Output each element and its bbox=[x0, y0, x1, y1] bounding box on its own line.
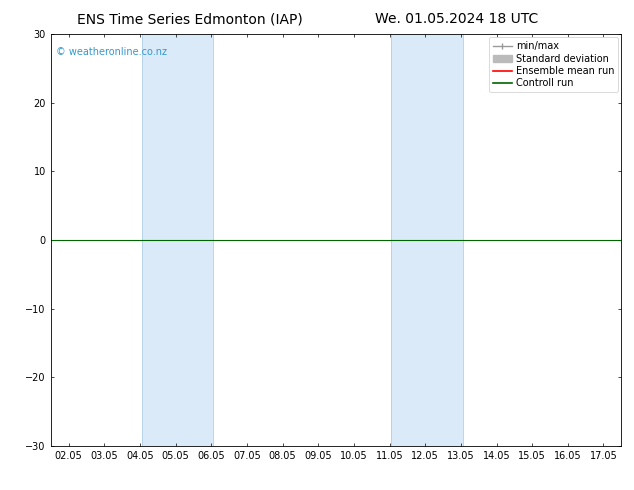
Legend: min/max, Standard deviation, Ensemble mean run, Controll run: min/max, Standard deviation, Ensemble me… bbox=[489, 37, 618, 92]
Text: We. 01.05.2024 18 UTC: We. 01.05.2024 18 UTC bbox=[375, 12, 538, 26]
Text: ENS Time Series Edmonton (IAP): ENS Time Series Edmonton (IAP) bbox=[77, 12, 303, 26]
Bar bbox=[141, 34, 213, 446]
Bar bbox=[391, 34, 463, 446]
Text: © weatheronline.co.nz: © weatheronline.co.nz bbox=[56, 47, 167, 57]
